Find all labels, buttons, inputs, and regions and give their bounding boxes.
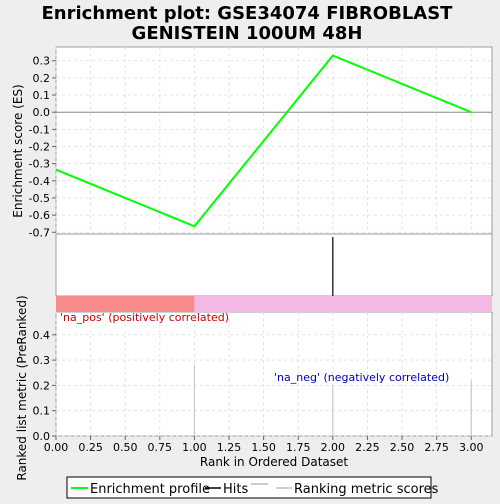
x-ticks: 0.00 0.25 0.50 0.75 1.00 1.25 1.50 1.75 2.00 2.25… [44, 436, 484, 454]
top-plot-area [56, 47, 492, 234]
legend-enrichment-label: Enrichment profile [90, 482, 210, 497]
top-ytick-label-7: -0.4 [29, 175, 50, 188]
xtick-label-11: 2.75 [424, 441, 449, 454]
color-bar-positive [56, 296, 194, 312]
top-ytick-label-8: -0.5 [29, 192, 50, 205]
top-ytick-label-5: -0.2 [29, 141, 50, 154]
correlation-color-bar [56, 296, 492, 312]
chart-title-line1: Enrichment plot: GSE34074 FIBROBLAST [42, 3, 454, 24]
top-ytick-label-0: 0.3 [33, 55, 51, 68]
bottom-ytick-label-3: 0.3 [33, 354, 51, 367]
xtick-label-3: 0.75 [148, 441, 173, 454]
xtick-label-8: 2.00 [321, 441, 346, 454]
legend: Enrichment profile Hits Ranking metric s… [67, 477, 439, 498]
xtick-label-7: 1.75 [286, 441, 311, 454]
xtick-label-12: 3.00 [459, 441, 484, 454]
top-ytick-label-2: 0.1 [33, 89, 51, 102]
top-y-axis-label: Enrichment score (ES) [11, 84, 25, 217]
top-ytick-label-3: 0.0 [33, 106, 51, 119]
xtick-label-0: 0.00 [44, 441, 69, 454]
top-ytick-label-1: 0.2 [33, 72, 51, 85]
xtick-label-6: 1.50 [251, 441, 276, 454]
xtick-label-4: 1.00 [182, 441, 207, 454]
top-ytick-label-4: -0.1 [29, 123, 50, 136]
bottom-ytick-label-1: 0.1 [33, 405, 51, 418]
pos-correlated-label: 'na_pos' (positively correlated) [60, 311, 229, 324]
neg-correlated-label: 'na_neg' (negatively correlated) [274, 371, 449, 384]
top-ytick-label-10: -0.7 [29, 226, 50, 239]
legend-hits-label: Hits [223, 482, 248, 497]
xtick-label-2: 0.50 [113, 441, 138, 454]
top-ytick-label-6: -0.3 [29, 158, 50, 171]
chart-title-line2: GENISTEIN 100UM 48H [132, 23, 363, 44]
xtick-label-1: 0.25 [78, 441, 103, 454]
top-y-ticks: 0.3 0.2 0.1 0.0 -0.1 -0.2 -0.3 -0.4 -0.5 -0.6 -0.7 [29, 55, 56, 240]
legend-metric-label: Ranking metric scores [294, 482, 439, 497]
xtick-label-9: 2.25 [355, 441, 380, 454]
bottom-y-ticks: 0.00.10.20.30.4 [33, 329, 57, 443]
bottom-ytick-label-4: 0.4 [33, 329, 51, 342]
xtick-label-5: 1.25 [217, 441, 242, 454]
color-bar-negative [194, 296, 492, 312]
top-ytick-label-9: -0.6 [29, 209, 50, 222]
bottom-ytick-label-2: 0.2 [33, 379, 51, 392]
bottom-y-axis-label: Ranked list metric (PreRanked) [15, 295, 29, 480]
hits-area [56, 234, 492, 296]
xtick-label-10: 2.50 [390, 441, 415, 454]
x-axis-label: Rank in Ordered Dataset [200, 455, 348, 469]
